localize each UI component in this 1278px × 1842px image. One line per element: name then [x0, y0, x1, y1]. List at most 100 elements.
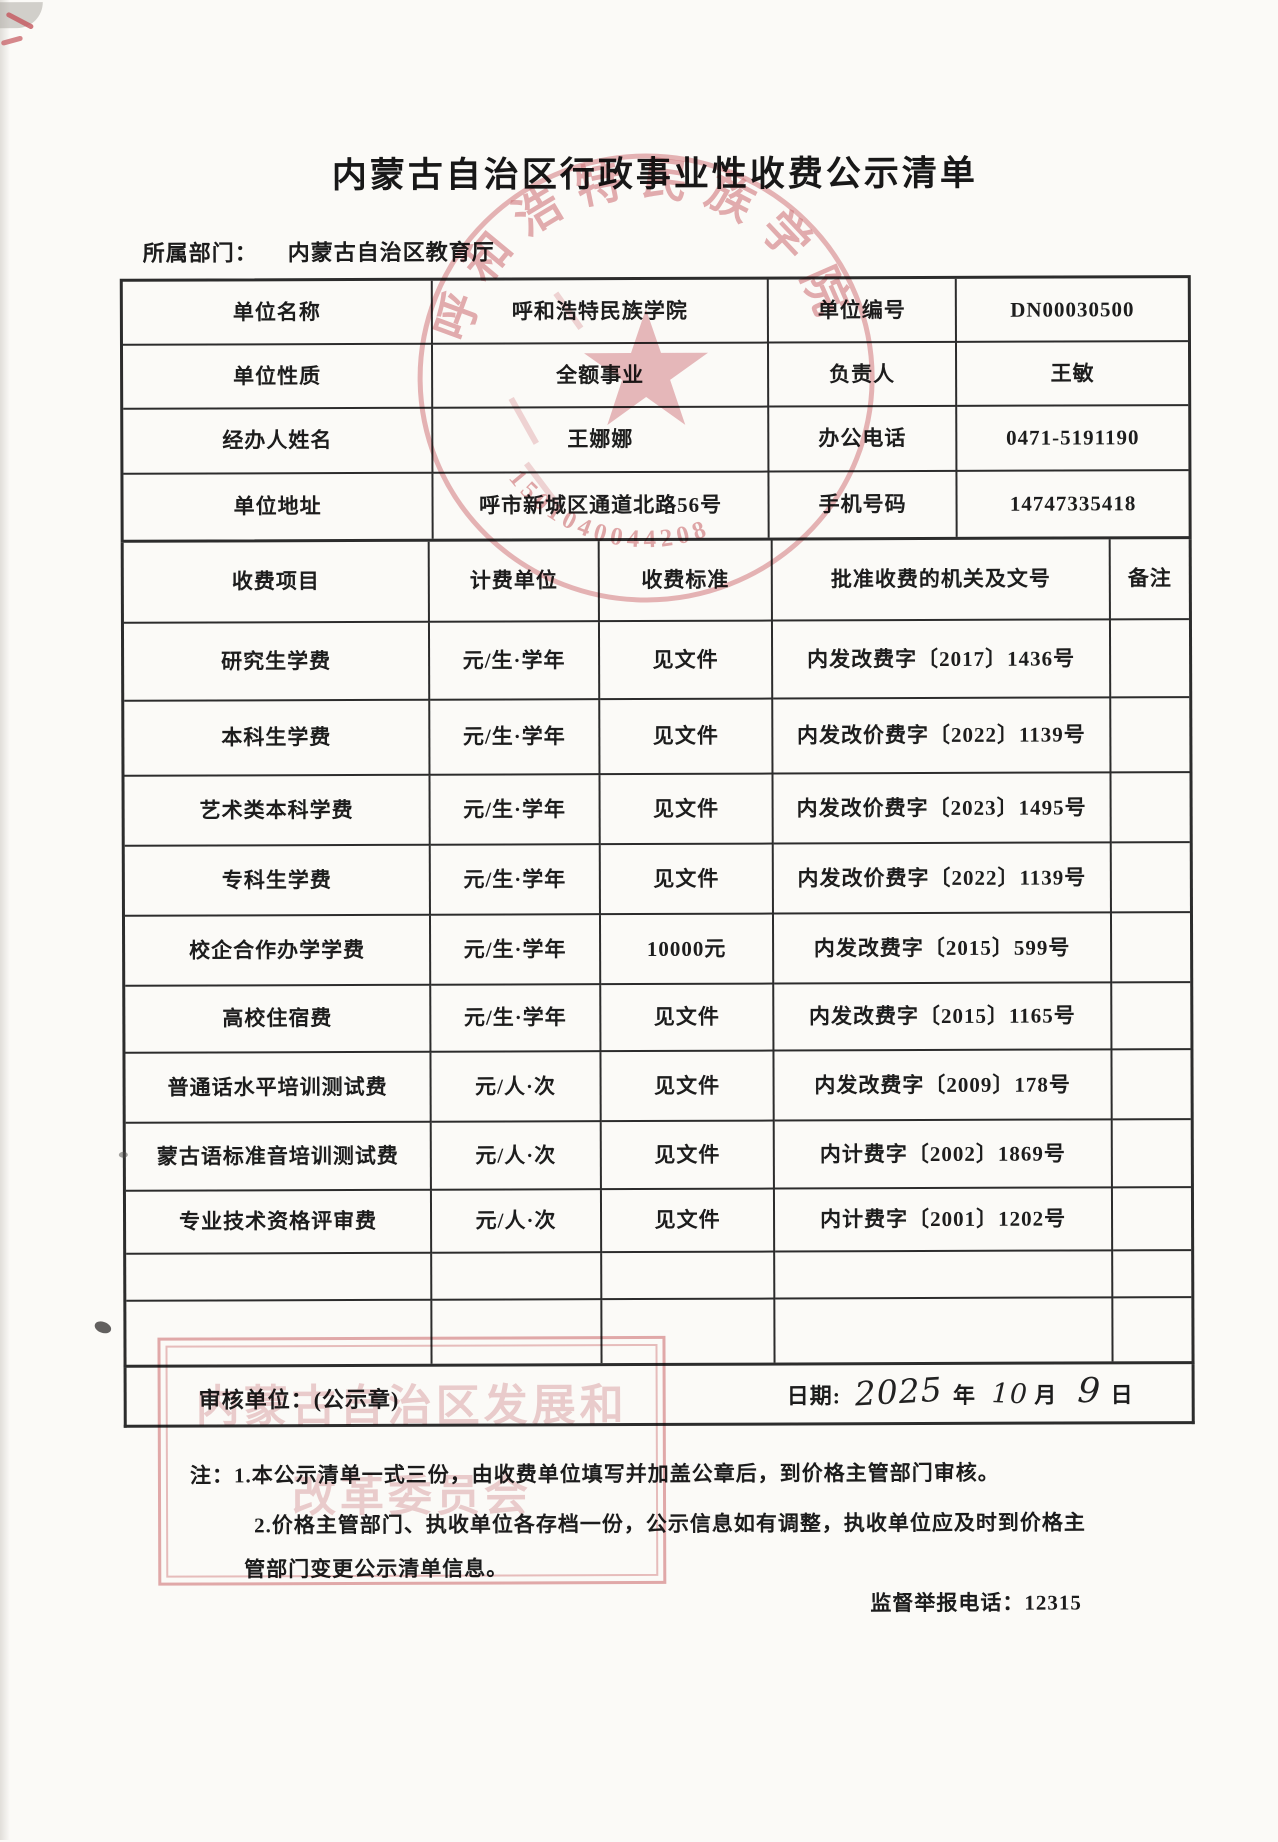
month-suffix: 月 [1034, 1382, 1058, 1408]
date-label: 日期: [786, 1383, 842, 1409]
fee-cell [1111, 843, 1190, 914]
fee-cell: 蒙古语标准音培训测试费 [125, 1122, 432, 1192]
fee-cell: 元/生·学年 [431, 985, 602, 1053]
fee-cell: 见文件 [601, 1121, 775, 1191]
fee-cell: 专业技术资格评审费 [125, 1190, 433, 1255]
fee-header-unit: 计费单位 [429, 541, 600, 623]
fee-cell: 普通话水平培训测试费 [125, 1052, 432, 1124]
info-value: 呼和浩特民族学院 [432, 279, 769, 345]
date-year-handwritten: 2025 [853, 1369, 944, 1414]
department-line: 所属部门： 内蒙古自治区教育厅 [143, 234, 495, 267]
info-label: 单位地址 [123, 473, 434, 540]
fee-cell: 内发改价费字〔2022〕1139号 [773, 843, 1112, 915]
fee-cell: 内发改价费字〔2022〕1139号 [773, 698, 1112, 775]
fee-cell [1112, 983, 1191, 1051]
fee-cell: 元/人·次 [431, 1190, 603, 1254]
fee-cell: 见文件 [601, 1189, 776, 1254]
fee-cell: 内计费字〔2002〕1869号 [774, 1120, 1113, 1190]
date-line: 日期: 2025 年 10 月 9 日 [786, 1369, 1134, 1414]
note-line-1: 注：1.本公示清单一式三份，由收费单位填写并加盖公章后，到价格主管部门审核。 [189, 1460, 1000, 1488]
ink-blot [93, 1319, 113, 1336]
fee-cell: 见文件 [600, 774, 774, 846]
info-value: 呼市新城区通道北路56号 [433, 472, 770, 539]
audit-row: 审核单位：(公示章) 日期: 2025 年 10 月 9 日 [123, 1364, 1195, 1428]
supervision-hotline: 监督举报电话：12315 [870, 1590, 1082, 1616]
info-label: 手机号码 [769, 471, 958, 538]
fee-cell: 见文件 [599, 621, 774, 701]
date-day-handwritten: 9 [1076, 1370, 1102, 1413]
info-label: 负责人 [768, 342, 958, 408]
fee-cell-empty [775, 1251, 1114, 1300]
info-label: 办公电话 [769, 406, 958, 473]
fee-header-item: 收费项目 [123, 541, 430, 624]
fee-cell [1112, 1188, 1192, 1252]
fee-cell: 研究生学费 [123, 622, 431, 702]
fee-cell: 内发改费字〔2015〕599号 [773, 913, 1113, 985]
fee-cell: 元/生·学年 [430, 915, 602, 986]
info-value: 14747335418 [1009, 491, 1137, 517]
fee-cell: 艺术类本科学费 [124, 775, 431, 847]
fee-cell [1111, 913, 1191, 984]
fee-cell: 内发改费字〔2009〕178号 [774, 1050, 1113, 1122]
fee-cell: 元/人·次 [431, 1122, 602, 1191]
page-title: 内蒙古自治区行政事业性收费公示清单 [331, 153, 978, 196]
fee-cell-empty [775, 1298, 1114, 1363]
fee-cell: 元/生·学年 [430, 775, 601, 846]
fee-header-remark: 备注 [1110, 539, 1189, 621]
fee-cell-empty [126, 1300, 433, 1365]
audit-unit-label: 审核单位：(公示章) [198, 1386, 400, 1413]
year-suffix: 年 [952, 1382, 977, 1408]
note-line-3: 管部门变更公示清单信息。 [244, 1556, 509, 1582]
info-value: 全额事业 [432, 343, 770, 409]
info-label: 单位编号 [768, 278, 957, 344]
fee-cell: 元/人·次 [431, 1052, 602, 1123]
fee-header-standard: 收费标准 [599, 540, 773, 623]
fee-cell: 本科生学费 [124, 700, 431, 777]
fee-cell-empty [126, 1253, 433, 1302]
fee-cell: 校企合作办学学费 [124, 915, 432, 987]
info-label: 单位名称 [122, 280, 433, 346]
fee-cell: 内发改费字〔2015〕1165号 [774, 983, 1113, 1052]
department-value: 内蒙古自治区教育厅 [287, 239, 495, 266]
fee-cell-empty [432, 1253, 603, 1301]
note-line-2: 2.价格主管部门、执收单位各存档一份，公示信息如有调整，执收单位应及时到价格主 [254, 1510, 1086, 1538]
fee-cell: 见文件 [600, 699, 774, 776]
fee-cell: 见文件 [601, 984, 775, 1053]
fee-cell-empty [1113, 1251, 1192, 1299]
ink-speck [118, 1151, 128, 1158]
fee-cell-empty [602, 1299, 776, 1364]
fee-cell: 专科生学费 [124, 845, 431, 917]
day-suffix: 日 [1110, 1382, 1134, 1408]
unit-info-table: 单位名称 呼和浩特民族学院 单位编号 DN00030500 单位性质 全额事业 … [119, 275, 1192, 543]
fee-cell: 10000元 [600, 914, 775, 986]
department-label: 所属部门： [142, 240, 258, 266]
fee-cell: 内发改费字〔2017〕1436号 [772, 620, 1112, 700]
fee-cell: 元/生·学年 [429, 622, 601, 701]
fee-cell-empty [1113, 1298, 1191, 1361]
scan-edge-shadow [0, 0, 10, 1840]
red-pen-mark [0, 35, 24, 46]
fee-cell: 见文件 [600, 844, 774, 916]
fee-cell-empty [432, 1300, 603, 1364]
info-label: 单位性质 [122, 344, 434, 410]
info-value: 王敏 [956, 342, 1189, 407]
date-month-handwritten: 10 [991, 1378, 1029, 1411]
fee-cell: 元/生·学年 [430, 845, 601, 916]
fee-cell-empty [602, 1252, 776, 1301]
fee-cell [1112, 1050, 1191, 1121]
fee-cell: 高校住宿费 [125, 985, 432, 1054]
fee-cell: 元/生·学年 [430, 700, 601, 776]
fee-cell: 内计费字〔2001〕1202号 [774, 1188, 1114, 1253]
fee-cell [1112, 1120, 1191, 1189]
fee-header-authority: 批准收费的机关及文号 [772, 539, 1111, 622]
fee-cell [1111, 773, 1190, 844]
info-value: DN00030500 [956, 278, 1188, 343]
fee-table: 收费项目 计费单位 收费标准 批准收费的机关及文号 备注 研究生学费 元/生·学… [120, 539, 1195, 1368]
info-label: 经办人姓名 [123, 408, 434, 475]
info-value: 0471-5191190 [957, 406, 1189, 472]
fee-cell [1110, 620, 1190, 699]
fee-cell [1111, 698, 1190, 774]
fee-cell: 内发改价费字〔2023〕1495号 [773, 773, 1112, 845]
fee-cell: 见文件 [601, 1051, 775, 1123]
